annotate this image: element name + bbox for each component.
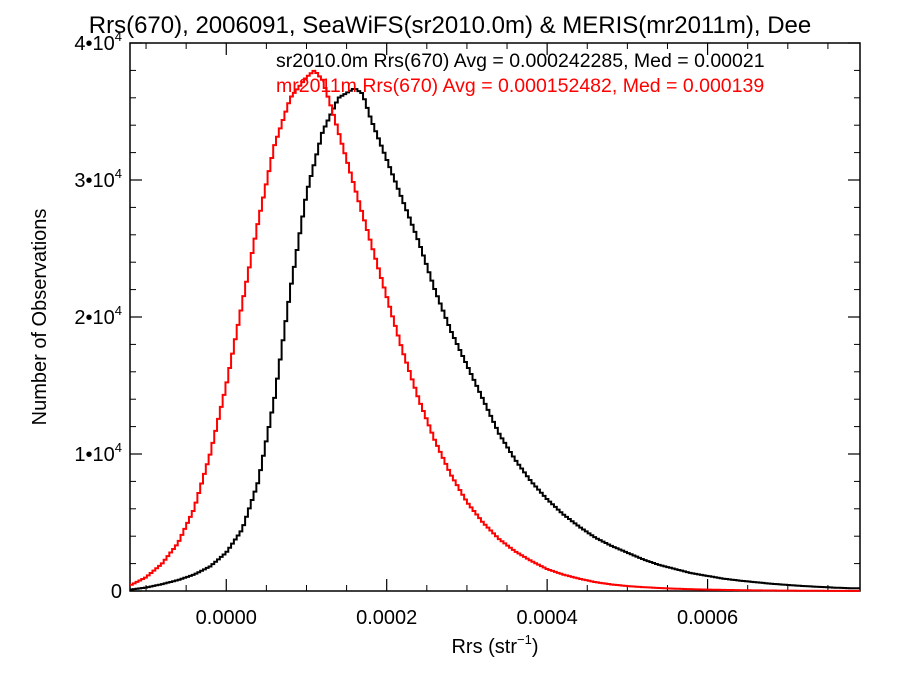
annotations-group: sr2010.0m Rrs(670) Avg = 0.000242285, Me… — [276, 50, 765, 97]
y-tick-label: 3•104 — [74, 166, 122, 192]
x-tick-label: 0.0002 — [356, 607, 417, 629]
y-tick-label: 2•104 — [74, 303, 122, 329]
y-tick-label: 4•104 — [74, 29, 122, 55]
series-line-sr2010.0m — [130, 88, 860, 591]
series-line-mr2011m — [130, 69, 860, 592]
y-tick-label: 0 — [111, 581, 122, 603]
x-tick-label: 0.0000 — [196, 607, 257, 629]
y-tick-label: 1•104 — [74, 440, 122, 466]
annotation-mr2011m: mr2011m Rrs(670) Avg = 0.000152482, Med … — [276, 75, 764, 97]
x-tick-label: 0.0006 — [677, 607, 738, 629]
x-axis-label: Rrs (str−1) — [451, 632, 538, 658]
axis-ticks: 0.0000 0.0002 0.0004 0.0006 0 1•104 2•104 3•104… — [74, 29, 860, 629]
y-axis-label: Number of Observations — [29, 209, 51, 426]
chart-title: Rrs(670), 2006091, SeaWiFS(sr2010.0m) & … — [89, 12, 811, 39]
x-tick-label: 0.0004 — [517, 607, 578, 629]
series-group — [130, 69, 860, 592]
annotation-sr2010.0m: sr2010.0m Rrs(670) Avg = 0.000242285, Me… — [276, 50, 765, 72]
